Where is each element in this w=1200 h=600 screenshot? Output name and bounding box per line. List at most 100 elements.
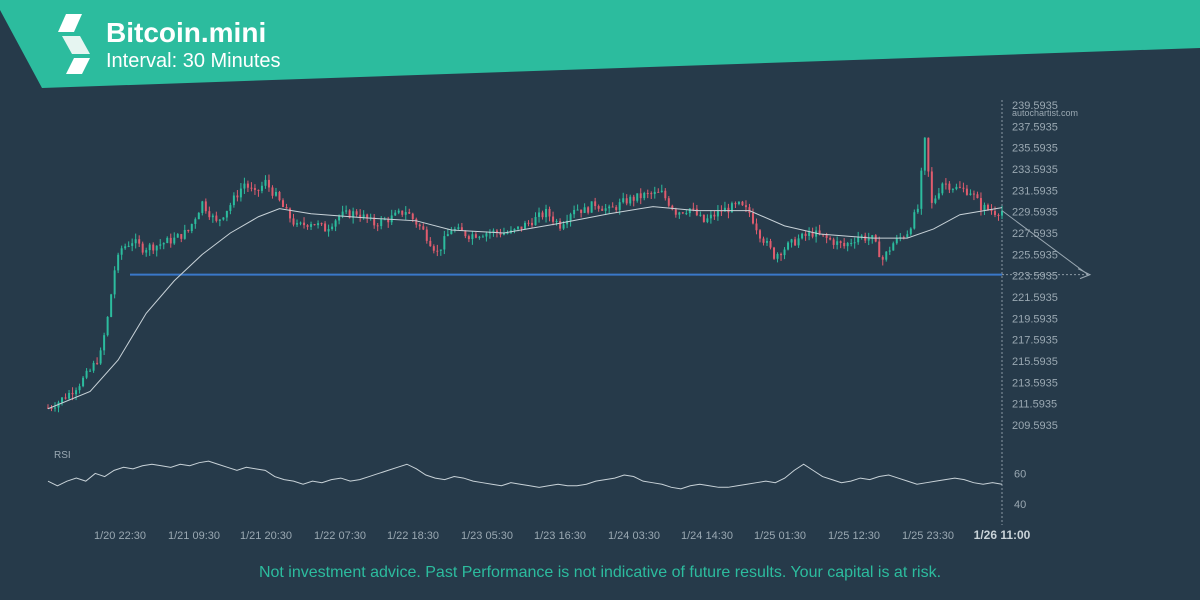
candle-body (773, 247, 776, 259)
candle-body (562, 224, 565, 229)
candle-body (965, 188, 968, 195)
candle-body (443, 236, 446, 250)
candle-body (432, 246, 435, 251)
y-tick-label: 221.5935 (1012, 292, 1058, 304)
candle-body (429, 240, 432, 247)
candle-body (327, 229, 330, 232)
y-tick-label: 223.5935 (1012, 271, 1058, 283)
candle-body (404, 212, 407, 215)
candle-body (341, 211, 344, 216)
candle-body (573, 209, 576, 215)
candle-body (762, 238, 765, 243)
candle-body (892, 243, 895, 251)
candle-body (348, 210, 351, 218)
candle-body (797, 238, 800, 246)
x-tick-label: 1/22 18:30 (387, 530, 439, 542)
candle-body (246, 183, 249, 188)
candle-body (271, 187, 274, 196)
candle-body (190, 223, 193, 232)
candle-body (464, 230, 467, 237)
candle-body (569, 214, 572, 221)
candle-body (57, 402, 60, 408)
candle-body (236, 195, 239, 198)
candle-body (120, 248, 123, 255)
candle-body (418, 224, 421, 227)
candle-body (990, 209, 993, 212)
candle-body (685, 213, 688, 215)
candle-body (180, 234, 183, 239)
candle-body (843, 242, 846, 247)
forecast-arrow-head (1077, 268, 1092, 280)
candle-body (492, 230, 495, 233)
y-tick-label: 227.5935 (1012, 228, 1058, 240)
candle-body (355, 211, 358, 215)
candle-body (741, 201, 744, 206)
candle-body (829, 237, 832, 240)
candle-body (808, 232, 811, 236)
candle-body (450, 230, 453, 235)
candle-body (239, 188, 242, 198)
candle-body (289, 208, 292, 219)
candle-body (152, 244, 155, 251)
candle-body (923, 137, 926, 171)
candle-body (460, 227, 463, 231)
candle-body (758, 230, 761, 239)
candle-body (997, 214, 1000, 216)
candle-body (794, 239, 797, 246)
candle-body (439, 249, 442, 251)
candle-body (401, 210, 404, 215)
candle-body (499, 232, 502, 235)
candle-body (138, 239, 141, 244)
candle-body (215, 215, 218, 221)
candle-body (951, 189, 954, 191)
candle-body (776, 253, 779, 259)
candle-body (583, 207, 586, 213)
candle-body (264, 179, 267, 186)
candle-body (446, 234, 449, 237)
candle-body (671, 205, 674, 210)
candle-body (653, 191, 656, 195)
y-tick-label: 219.5935 (1012, 313, 1058, 325)
candle-body (513, 228, 516, 231)
candle-body (281, 200, 284, 208)
candle-body (502, 233, 505, 235)
candle-body (471, 234, 474, 240)
candle-body (176, 234, 179, 238)
candle-body (162, 243, 165, 245)
candle-body (169, 237, 172, 244)
x-tick-label: 1/25 23:30 (902, 530, 954, 542)
rsi-line (47, 460, 1003, 490)
candle-body (783, 249, 786, 256)
candle-body (222, 217, 225, 220)
candle-body (604, 208, 607, 211)
candle-body (744, 205, 747, 208)
x-tick-label: 1/23 16:30 (534, 530, 586, 542)
candle-body (415, 219, 418, 225)
candle-body (113, 270, 116, 295)
rsi-tick-label: 60 (1014, 468, 1026, 480)
x-tick-label: 1/23 05:30 (461, 530, 513, 542)
x-tick-label: 1/21 09:30 (168, 530, 220, 542)
candle-body (688, 208, 691, 214)
candle-body (545, 208, 548, 218)
candle-body (218, 219, 221, 221)
candle-body (96, 362, 99, 364)
candle-body (376, 225, 379, 227)
candle-body (825, 234, 828, 238)
candle-body (257, 189, 260, 191)
candle-body (909, 228, 912, 235)
candle-body (678, 212, 681, 215)
candle-body (78, 386, 81, 391)
candle-body (183, 229, 186, 239)
last-time-label: 1/26 11:00 (974, 528, 1031, 542)
candle-body (82, 377, 85, 387)
y-tick-label: 213.5935 (1012, 377, 1058, 389)
rsi-tick-label: 40 (1014, 499, 1026, 511)
candle-body (878, 241, 881, 258)
candle-body (117, 254, 120, 271)
candle-body (211, 215, 214, 218)
candle-body (871, 235, 874, 239)
candle-body (194, 219, 197, 224)
candle-body (71, 392, 74, 395)
candle-body (75, 390, 78, 395)
